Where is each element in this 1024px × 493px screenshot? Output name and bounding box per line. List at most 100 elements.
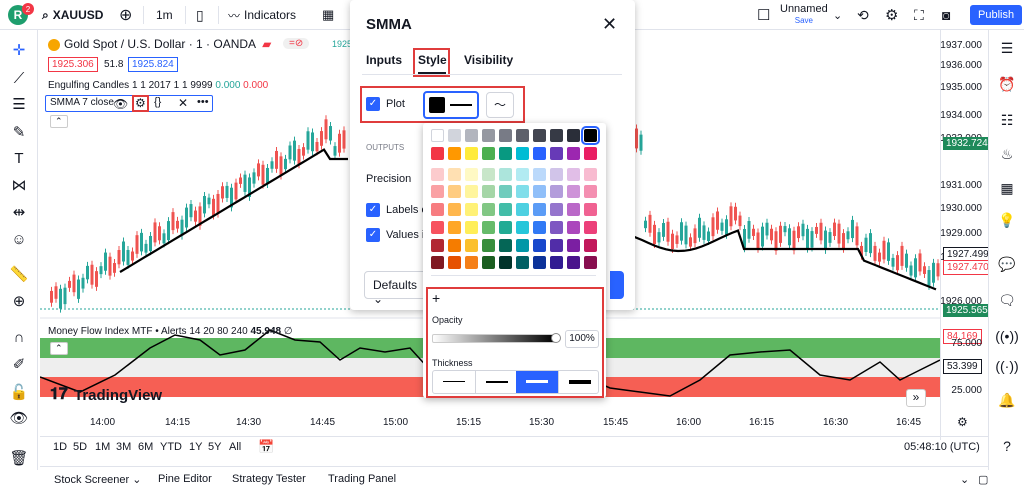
maximize-icon[interactable]: ▢: [978, 474, 989, 486]
data-window-icon[interactable]: ☷: [1000, 111, 1014, 128]
tab-visibility[interactable]: Visibility: [464, 53, 514, 67]
tab-strategy-tester[interactable]: Strategy Tester: [232, 473, 306, 485]
ok-button[interactable]: [610, 271, 624, 299]
opacity-slider-handle[interactable]: [551, 333, 561, 343]
plot-checkbox[interactable]: ✓: [366, 97, 380, 111]
streams-chat-icon[interactable]: 🗨: [998, 291, 1016, 308]
color-swatch[interactable]: [584, 168, 597, 181]
color-swatch[interactable]: [516, 239, 529, 252]
color-swatch[interactable]: [431, 203, 444, 216]
avatar[interactable]: R 2: [8, 0, 34, 30]
color-swatch[interactable]: [431, 221, 444, 234]
tab-trading-panel[interactable]: Trading Panel: [328, 473, 397, 485]
source-code-icon[interactable]: {}: [154, 96, 162, 108]
tab-inputs[interactable]: Inputs: [366, 53, 402, 67]
timeframe-1d[interactable]: 1D: [53, 441, 68, 453]
signal-icon[interactable]: ((•)): [995, 328, 1019, 344]
alert-icon[interactable]: ⟲: [857, 6, 869, 23]
compare-icon[interactable]: ⊕: [119, 7, 133, 24]
color-swatch[interactable]: [550, 256, 563, 269]
color-swatch[interactable]: [533, 185, 546, 198]
brush-icon[interactable]: ✎: [12, 124, 26, 141]
lock-draw-icon[interactable]: ✐: [12, 356, 26, 373]
thickness-3-option[interactable]: [516, 371, 558, 393]
thickness-2-option[interactable]: [475, 371, 516, 393]
eye-icon[interactable]: 👁: [9, 410, 29, 427]
hotlist-fire-icon[interactable]: ♨: [1000, 145, 1014, 162]
color-swatch[interactable]: [431, 168, 444, 181]
color-swatch[interactable]: [567, 147, 580, 160]
color-swatch[interactable]: [465, 239, 478, 252]
color-swatch[interactable]: [499, 168, 512, 181]
color-swatch[interactable]: [567, 203, 580, 216]
timeframe-ytd[interactable]: YTD: [160, 441, 182, 453]
color-swatch[interactable]: [465, 129, 478, 142]
indicators-button[interactable]: 〰 Indicators: [228, 8, 297, 23]
trendline-icon[interactable]: ⟋: [13, 69, 25, 87]
clock[interactable]: 05:48:10 (UTC): [904, 441, 980, 453]
color-swatch[interactable]: [465, 168, 478, 181]
help-icon[interactable]: ?: [1003, 438, 1011, 454]
mfi-collapse-icon[interactable]: ⌃: [50, 342, 68, 355]
color-swatch[interactable]: [499, 239, 512, 252]
color-swatch[interactable]: [533, 147, 546, 160]
color-swatch[interactable]: [516, 168, 529, 181]
text-icon[interactable]: T: [14, 149, 24, 167]
color-swatch[interactable]: [448, 239, 461, 252]
color-swatch[interactable]: [465, 256, 478, 269]
color-swatch[interactable]: [431, 185, 444, 198]
tab-pine-editor[interactable]: Pine Editor: [158, 473, 212, 485]
values-checkbox[interactable]: ✓: [366, 228, 380, 242]
color-swatch[interactable]: [448, 185, 461, 198]
color-swatch[interactable]: [516, 147, 529, 160]
crosshair-icon[interactable]: ✛: [12, 42, 26, 59]
color-swatch[interactable]: [567, 129, 580, 142]
timeframe-1m[interactable]: 1M: [95, 441, 111, 453]
color-swatch[interactable]: [550, 168, 563, 181]
color-swatch[interactable]: [533, 168, 546, 181]
color-swatch[interactable]: [465, 185, 478, 198]
horizontal-lines-icon[interactable]: ☰: [12, 96, 26, 113]
color-swatch[interactable]: [499, 203, 512, 216]
close-icon[interactable]: ✕: [602, 14, 618, 34]
smma-legend[interactable]: SMMA 7 close: [45, 95, 213, 112]
color-swatch[interactable]: [550, 221, 563, 234]
color-swatch[interactable]: [584, 185, 597, 198]
broadcast-icon[interactable]: ((·)): [995, 358, 1019, 374]
zoom-icon[interactable]: ⊕: [12, 293, 26, 310]
color-swatch[interactable]: [533, 221, 546, 234]
line-style-button[interactable]: 〜: [486, 92, 514, 118]
magnet-icon[interactable]: ∩: [13, 328, 25, 346]
color-swatch[interactable]: [465, 203, 478, 216]
color-swatch[interactable]: [533, 203, 546, 216]
color-swatch[interactable]: [584, 147, 597, 160]
alarm-clock-icon[interactable]: ⏰: [998, 75, 1016, 92]
defaults-dropdown[interactable]: Defaults ⌄: [364, 271, 430, 306]
color-swatch[interactable]: [431, 239, 444, 252]
ideas-bulb-icon[interactable]: 💡: [998, 211, 1016, 228]
chevron-down-icon[interactable]: ⌄: [833, 9, 843, 22]
thickness-1-option[interactable]: [433, 371, 475, 393]
camera-icon[interactable]: ◙: [942, 7, 951, 23]
ruler-icon[interactable]: 📏: [9, 266, 29, 283]
labels-checkbox[interactable]: ✓: [366, 203, 380, 217]
publish-button[interactable]: Publish: [970, 0, 1023, 30]
measure-icon[interactable]: ⇹: [12, 204, 26, 221]
color-swatch[interactable]: [499, 129, 512, 142]
date-range-icon[interactable]: 📅: [258, 439, 275, 454]
collapse-chevron-icon[interactable]: ⌃: [50, 115, 68, 128]
color-swatch[interactable]: [550, 185, 563, 198]
color-swatch[interactable]: [567, 239, 580, 252]
scroll-right-icon[interactable]: »: [906, 389, 926, 407]
color-swatch[interactable]: [448, 147, 461, 160]
color-swatch[interactable]: [482, 147, 495, 160]
color-swatch[interactable]: [448, 168, 461, 181]
chevron-down-icon[interactable]: ⌄: [960, 474, 970, 486]
layout-checkbox-icon[interactable]: ☐: [757, 7, 771, 24]
add-color-icon[interactable]: +: [432, 290, 441, 306]
tab-style[interactable]: Style: [418, 53, 447, 67]
color-swatch[interactable]: [567, 185, 580, 198]
color-swatch[interactable]: [516, 129, 529, 142]
layout-name[interactable]: Unnamed Save: [780, 3, 828, 26]
color-swatch[interactable]: [499, 147, 512, 160]
